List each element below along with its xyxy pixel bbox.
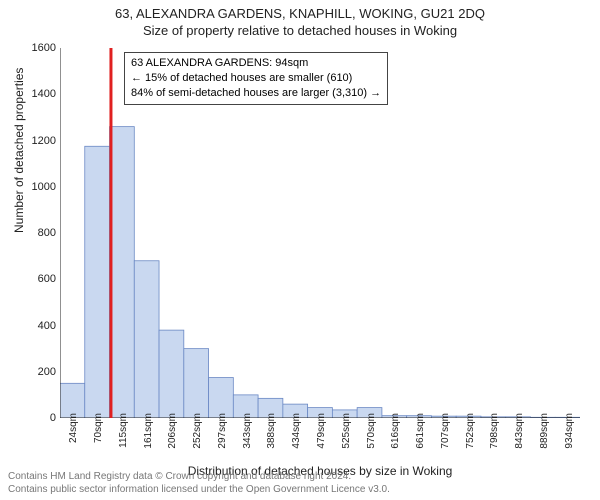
y-tick-label: 0 [50, 412, 56, 424]
x-tick-label: 388sqm [266, 413, 277, 449]
x-tick-label: 843sqm [514, 413, 525, 449]
histogram-bar [159, 330, 184, 418]
x-tick-label: 70sqm [93, 413, 104, 443]
callout-line3: 84% of semi-detached houses are larger (… [131, 86, 381, 101]
x-tick-label: 479sqm [316, 413, 327, 449]
histogram-bar [110, 127, 135, 418]
x-tick-label: 616sqm [390, 413, 401, 449]
page-title-line2: Size of property relative to detached ho… [10, 23, 590, 38]
callout-line2: ← 15% of detached houses are smaller (61… [131, 71, 381, 86]
histogram-chart: Number of detached properties Distributi… [60, 48, 580, 418]
y-tick-label: 1600 [32, 42, 56, 54]
x-tick-label: 343sqm [242, 413, 253, 449]
y-tick-label: 600 [38, 273, 56, 285]
footer-line2: Contains public sector information licen… [8, 483, 390, 496]
y-axis-label: Number of detached properties [12, 68, 26, 233]
y-tick-label: 200 [38, 366, 56, 378]
x-tick-label: 297sqm [217, 413, 228, 449]
x-tick-label: 24sqm [68, 413, 79, 443]
histogram-bar [209, 378, 234, 418]
y-tick-label: 1000 [32, 181, 56, 193]
callout-line1: 63 ALEXANDRA GARDENS: 94sqm [131, 56, 381, 71]
x-tick-label: 252sqm [192, 413, 203, 449]
x-tick-label: 752sqm [465, 413, 476, 449]
x-tick-label: 206sqm [167, 413, 178, 449]
footer-line1: Contains HM Land Registry data © Crown c… [8, 470, 390, 483]
page-title-line1: 63, ALEXANDRA GARDENS, KNAPHILL, WOKING,… [10, 6, 590, 21]
histogram-bar [85, 146, 110, 418]
x-tick-label: 934sqm [564, 413, 575, 449]
x-tick-label: 115sqm [118, 413, 129, 448]
y-tick-label: 400 [38, 320, 56, 332]
y-tick-label: 1200 [32, 135, 56, 147]
histogram-bar [134, 261, 159, 418]
x-tick-label: 661sqm [415, 413, 426, 449]
property-callout-box: 63 ALEXANDRA GARDENS: 94sqm ← 15% of det… [124, 52, 388, 105]
histogram-bar [184, 349, 209, 418]
x-tick-label: 570sqm [366, 413, 377, 449]
y-tick-label: 800 [38, 227, 56, 239]
x-tick-label: 434sqm [291, 413, 302, 449]
x-tick-label: 707sqm [440, 413, 451, 449]
x-tick-label: 798sqm [489, 413, 500, 449]
x-tick-label: 889sqm [539, 413, 550, 449]
attribution-footer: Contains HM Land Registry data © Crown c… [8, 470, 390, 496]
x-tick-label: 161sqm [143, 413, 154, 449]
x-tick-label: 525sqm [341, 413, 352, 449]
y-tick-label: 1400 [32, 88, 56, 100]
